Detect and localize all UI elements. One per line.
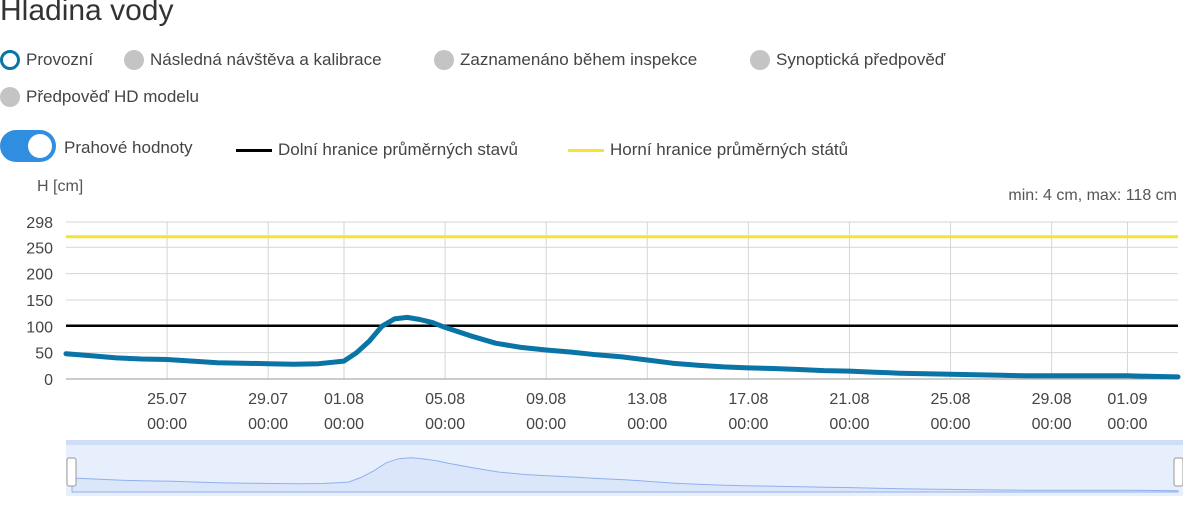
- x-axis-ticks: 25.07 00:00 29.07 00:00 01.08 00:00 05.08 00:00…: [147, 391, 1148, 433]
- x-tick-time: 00:00: [1032, 416, 1072, 433]
- x-tick-day: 25.08: [931, 391, 971, 408]
- x-tick-day: 21.08: [829, 391, 869, 408]
- radio-dot-icon: [0, 87, 20, 107]
- page-title: Hladina vody: [0, 0, 174, 27]
- navigator-right-handle: [1173, 457, 1183, 487]
- legend-upper-threshold[interactable]: Horní hranice průměrných států: [568, 140, 848, 160]
- x-tick-day: 01.09: [1107, 391, 1147, 408]
- x-tick-day: 17.08: [728, 391, 768, 408]
- filter-zaznamenano-inspekce[interactable]: Zaznamenáno během inspekce: [434, 50, 697, 70]
- y-tick-label: 250: [26, 240, 53, 257]
- filter-label: Synoptická předpověď: [776, 50, 946, 69]
- radio-dot-icon: [434, 50, 454, 70]
- x-tick-time: 00:00: [931, 416, 971, 433]
- y-tick-label: 200: [26, 267, 53, 284]
- series-line-provozni: [63, 314, 1181, 380]
- water-level-chart[interactable]: 0 50 100 150 200 250 298 25.07 00:00 29.07 00:00 0…: [0, 205, 1183, 440]
- x-tick-time: 00:00: [829, 416, 869, 433]
- legend-lower-threshold[interactable]: Dolní hranice průměrných stavů: [236, 140, 518, 160]
- threshold-lines: [66, 235, 1178, 328]
- x-tick-time: 00:00: [627, 416, 667, 433]
- filter-provozni[interactable]: Provozní: [0, 50, 93, 70]
- x-tick-day: 05.08: [425, 391, 465, 408]
- filter-label: Předpověď HD modelu: [26, 87, 199, 106]
- toggle-knob: [28, 134, 52, 158]
- x-tick-time: 00:00: [526, 416, 566, 433]
- y-axis-ticks: 0 50 100 150 200 250 298: [26, 215, 53, 389]
- x-tick-day: 25.07: [147, 391, 187, 408]
- x-tick-day: 13.08: [627, 391, 667, 408]
- range-navigator[interactable]: [66, 440, 1183, 496]
- x-tick-time: 00:00: [728, 416, 768, 433]
- filter-label: Provozní: [26, 50, 94, 69]
- navigator-area: [71, 457, 1179, 493]
- filter-hd-model[interactable]: Předpověď HD modelu: [0, 87, 199, 107]
- x-tick-time: 00:00: [248, 416, 288, 433]
- x-tick-day: 29.08: [1032, 391, 1072, 408]
- y-tick-label: 100: [26, 319, 53, 336]
- radio-dot-icon: [750, 50, 770, 70]
- radio-dot-icon: [124, 50, 144, 70]
- legend-label: Dolní hranice průměrných stavů: [278, 140, 519, 159]
- x-tick-time: 00:00: [324, 416, 364, 433]
- x-tick-day: 01.08: [324, 391, 364, 408]
- x-tick-day: 29.07: [248, 391, 288, 408]
- navigator-scrollbar: [66, 440, 1183, 445]
- navigator-left-handle: [66, 457, 77, 487]
- thresholds-toggle[interactable]: [0, 130, 56, 162]
- x-tick-time: 00:00: [147, 416, 187, 433]
- y-axis-unit: H [cm]: [37, 178, 84, 195]
- filter-navsteva-kalibrace[interactable]: Následná návštěva a kalibrace: [124, 50, 382, 70]
- yellow-line-icon: [568, 148, 604, 152]
- x-tick-time: 00:00: [425, 416, 465, 433]
- threshold-row: Prahové hodnoty Dolní hranice průměrných…: [0, 130, 1000, 164]
- filter-synopticka-predpoved[interactable]: Synoptická předpověď: [750, 50, 945, 70]
- series: [63, 314, 1181, 380]
- y-tick-label: 0: [44, 372, 53, 389]
- thresholds-toggle-label: Prahové hodnoty: [64, 138, 193, 157]
- y-tick-label: 50: [35, 346, 53, 363]
- filter-label: Následná návštěva a kalibrace: [150, 50, 382, 69]
- min-max-summary: min: 4 cm, max: 118 cm: [1008, 187, 1177, 204]
- radio-dot-icon: [0, 50, 20, 70]
- y-tick-label: 298: [26, 215, 53, 232]
- x-tick-day: 09.08: [526, 391, 566, 408]
- legend-label: Horní hranice průměrných států: [610, 140, 849, 159]
- black-line-icon: [236, 148, 272, 152]
- filter-label: Zaznamenáno během inspekce: [460, 50, 698, 69]
- x-tick-time: 00:00: [1107, 416, 1147, 433]
- y-tick-label: 150: [26, 293, 53, 310]
